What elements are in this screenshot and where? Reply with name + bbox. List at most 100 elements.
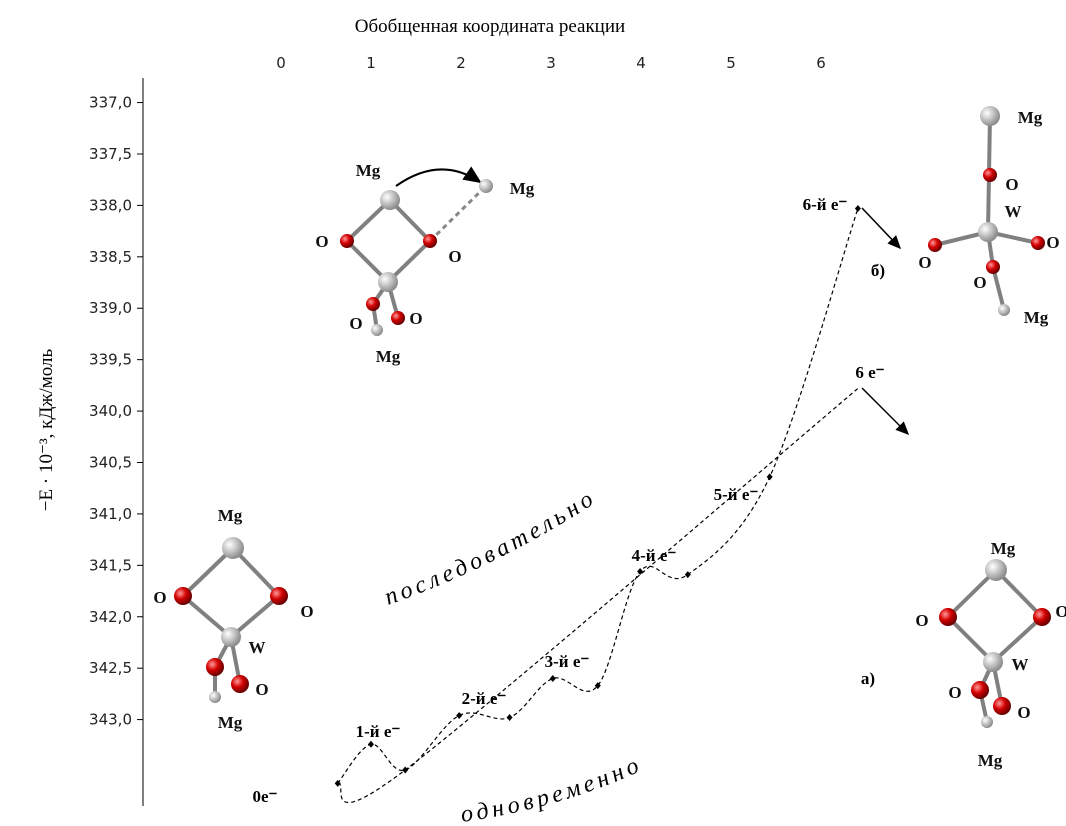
atom-label: O <box>349 314 362 333</box>
atom <box>366 297 380 311</box>
atom-label: O <box>255 680 268 699</box>
atom <box>939 608 957 626</box>
atom <box>983 652 1003 672</box>
curve-label: последовательно <box>381 484 601 610</box>
point <box>550 675 556 682</box>
y-tick-label: 342,0 <box>89 608 132 626</box>
atom <box>209 691 221 703</box>
atom <box>971 681 989 699</box>
atom-label: O <box>409 309 422 328</box>
annotation: 6-й e⁻ <box>803 195 848 214</box>
annotation: б) <box>871 261 885 280</box>
atom-label: O <box>1046 233 1059 252</box>
atom <box>983 168 997 182</box>
annotation: 2-й e⁻ <box>462 689 507 708</box>
atom <box>340 234 354 248</box>
atom <box>378 272 398 292</box>
molecule: Mg O O W O Mg <box>153 506 313 732</box>
atom-label: O <box>153 588 166 607</box>
atom-label: Mg <box>218 713 243 732</box>
arrow <box>862 388 908 434</box>
curve-label: одновременно <box>459 751 646 826</box>
atom-label: Mg <box>991 539 1016 558</box>
point <box>637 568 643 575</box>
atom <box>978 222 998 242</box>
atom <box>423 234 437 248</box>
point <box>368 741 374 748</box>
y-tick-label: 340,0 <box>89 402 132 420</box>
y-tick-label: 343,0 <box>89 711 132 729</box>
atom <box>981 716 993 728</box>
line <box>338 208 858 783</box>
atom-label: W <box>1012 655 1029 674</box>
atom <box>380 190 400 210</box>
atom-label: Mg <box>376 347 401 366</box>
atom <box>270 587 288 605</box>
annotation: 6 e⁻ <box>855 363 884 382</box>
atom-label: Mg <box>218 506 243 525</box>
point <box>855 205 861 212</box>
curve-label-text: одновременно <box>459 751 646 826</box>
x-tick-label: 0 <box>276 54 286 72</box>
point <box>456 712 462 719</box>
x-tick-label: 1 <box>366 54 376 72</box>
atom <box>986 260 1000 274</box>
x-tick-label: 2 <box>456 54 466 72</box>
arrow <box>396 169 480 186</box>
atom <box>231 675 249 693</box>
bond <box>430 186 486 241</box>
axis-title: Обобщенная координата реакции <box>355 16 625 37</box>
y-tick-label: 337,0 <box>89 94 132 112</box>
atom-label: W <box>1005 202 1022 221</box>
atom <box>371 324 383 336</box>
y-tick-label: 337,5 <box>89 145 132 163</box>
atom <box>221 627 241 647</box>
atom-label: O <box>918 253 931 272</box>
annotation: а) <box>861 669 875 688</box>
atom <box>998 304 1010 316</box>
atom-label: Mg <box>1024 308 1049 327</box>
atom-label: O <box>300 602 313 621</box>
annotation: 4-й e⁻ <box>632 546 677 565</box>
atom <box>993 697 1011 715</box>
atom-label: O <box>315 232 328 251</box>
x-tick-label: 5 <box>726 54 736 72</box>
y-tick-label: 341,0 <box>89 505 132 523</box>
atom <box>479 179 493 193</box>
x-tick-label: 3 <box>546 54 556 72</box>
atom-label: Mg <box>1018 108 1043 127</box>
point <box>507 714 513 721</box>
atom <box>928 238 942 252</box>
annotation: 1-й e⁻ <box>356 722 401 741</box>
atom <box>206 658 224 676</box>
atom-label: O <box>448 247 461 266</box>
atom-label: O <box>1055 602 1066 621</box>
atom-label: Mg <box>356 161 381 180</box>
y-axis-title: −E · 10⁻³, кДж/моль <box>36 348 57 511</box>
annotation: 3-й e⁻ <box>545 652 590 671</box>
atom <box>985 559 1007 581</box>
x-tick-label: 4 <box>636 54 646 72</box>
molecule: Mg O O W O O Mg <box>915 539 1066 770</box>
atom <box>980 106 1000 126</box>
atom-label: O <box>1017 703 1030 722</box>
atom <box>222 537 244 559</box>
atom-label: W <box>249 638 266 657</box>
atom <box>1033 608 1051 626</box>
y-tick-label: 338,0 <box>89 196 132 214</box>
y-tick-label: 341,5 <box>89 556 132 574</box>
y-tick-label: 338,5 <box>89 248 132 266</box>
atom-label: Mg <box>978 751 1003 770</box>
arrow <box>862 208 900 248</box>
point <box>685 571 691 578</box>
atom <box>391 311 405 325</box>
point <box>767 473 773 480</box>
chart: Обобщенная координата реакции −E · 10⁻³,… <box>0 0 1066 826</box>
atom-label: O <box>973 273 986 292</box>
atom-label: O <box>948 683 961 702</box>
atom-label: O <box>915 611 928 630</box>
atom-label: O <box>1005 175 1018 194</box>
y-tick-label: 339,0 <box>89 299 132 317</box>
